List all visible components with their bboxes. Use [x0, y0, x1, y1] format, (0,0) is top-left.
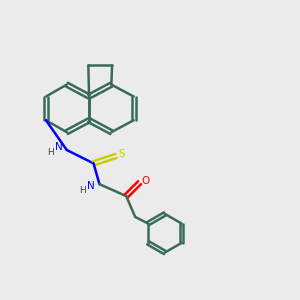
Text: H: H: [80, 186, 86, 195]
Text: S: S: [118, 149, 125, 160]
Text: O: O: [141, 176, 150, 186]
Text: N: N: [87, 181, 95, 191]
Text: H: H: [47, 148, 53, 157]
Text: N: N: [55, 142, 62, 152]
